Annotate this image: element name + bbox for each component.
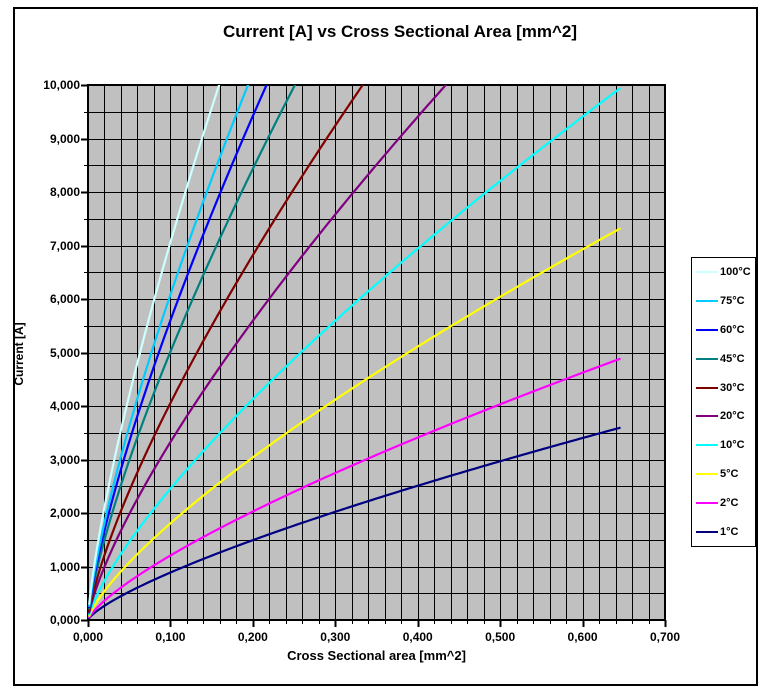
plot-area[interactable] xyxy=(88,85,665,620)
y-axis-tick-label: 0,000 xyxy=(49,613,80,627)
y-axis-tick-label: 7,000 xyxy=(49,238,80,253)
legend-label: 45°C xyxy=(720,352,745,365)
y-axis-tick-label: 1,000 xyxy=(49,559,80,574)
legend-swatch-30°C xyxy=(696,386,718,389)
legend-label: 75°C xyxy=(720,295,745,308)
x-axis-tick-label: 0,100 xyxy=(155,630,186,644)
legend-swatch-45°C xyxy=(696,357,718,360)
series-line-5°C[interactable] xyxy=(88,227,621,617)
series-line-75°C[interactable] xyxy=(88,85,250,608)
x-axis-title[interactable]: Cross Sectional area [mm^2] xyxy=(287,648,466,663)
legend-label: 2°C xyxy=(720,496,739,509)
legend-item-45°C[interactable]: 45°C xyxy=(692,345,755,372)
x-axis-tick-label: 0,500 xyxy=(485,630,516,644)
legend-label: 20°C xyxy=(720,410,745,423)
legend-label: 1°C xyxy=(720,525,739,538)
x-axis-tick-label: 0,200 xyxy=(237,630,268,644)
series-line-20°C[interactable] xyxy=(88,85,447,614)
x-axis-tick-label: 0,400 xyxy=(402,630,433,644)
x-axis-tick-label: 0,300 xyxy=(320,630,351,644)
legend-item-60°C[interactable]: 60°C xyxy=(692,316,755,343)
x-axis-tick-label: 0,000 xyxy=(72,630,104,644)
y-axis-tick-label: 9,000 xyxy=(49,131,80,146)
series-line-30°C[interactable] xyxy=(88,85,364,612)
y-axis-tick-label: 6,000 xyxy=(49,292,80,306)
series-line-2°C[interactable] xyxy=(88,357,621,619)
legend-label: 100°C xyxy=(720,266,751,279)
legend-swatch-1°C xyxy=(696,530,718,533)
y-axis-tick-label: 3,000 xyxy=(49,452,80,467)
legend-label: 10°C xyxy=(720,439,745,452)
legend-item-20°C[interactable]: 20°C xyxy=(692,403,755,430)
legend-item-75°C[interactable]: 75°C xyxy=(692,288,755,315)
y-axis-tick-label: 4,000 xyxy=(49,399,80,413)
y-axis-tick-label: 5,000 xyxy=(49,345,80,360)
legend-swatch-10°C xyxy=(696,444,718,447)
legend-swatch-2°C xyxy=(696,501,718,504)
legend-swatch-75°C xyxy=(696,300,718,303)
y-axis-tick-label: 10,000 xyxy=(43,78,80,92)
legend-swatch-100°C xyxy=(696,271,718,274)
legend-item-30°C[interactable]: 30°C xyxy=(692,374,755,401)
legend-item-10°C[interactable]: 10°C xyxy=(692,432,755,459)
series-line-60°C[interactable] xyxy=(88,85,268,609)
legend-item-2°C[interactable]: 2°C xyxy=(692,489,755,516)
legend-swatch-5°C xyxy=(696,472,718,475)
legend-item-1°C[interactable]: 1°C xyxy=(692,518,755,545)
legend-label: 60°C xyxy=(720,323,745,336)
legend-label: 5°C xyxy=(720,467,739,480)
x-axis-tick-label: 0,700 xyxy=(649,630,681,644)
legend-swatch-20°C xyxy=(696,415,718,418)
y-axis-tick-label: 2,000 xyxy=(49,506,80,520)
legend[interactable]: 100°C 75°C 60°C 45°C 30°C 20°C 10°C 5°C 2°C 1°C xyxy=(691,257,756,547)
chart-title[interactable]: Current [A] vs Cross Sectional Area [mm^… xyxy=(222,22,578,41)
y-axis-tick-label: 8,000 xyxy=(49,185,80,199)
series-line-1°C[interactable] xyxy=(88,426,621,620)
series-line-10°C[interactable] xyxy=(88,87,621,616)
legend-item-100°C[interactable]: 100°C xyxy=(692,259,755,286)
series-line-100°C[interactable] xyxy=(88,85,221,605)
series-line-45°C[interactable] xyxy=(88,85,296,610)
x-axis-tick-label: 0,600 xyxy=(567,630,598,644)
legend-item-5°C[interactable]: 5°C xyxy=(692,460,755,487)
legend-label: 30°C xyxy=(720,381,745,394)
legend-swatch-60°C xyxy=(696,328,718,331)
